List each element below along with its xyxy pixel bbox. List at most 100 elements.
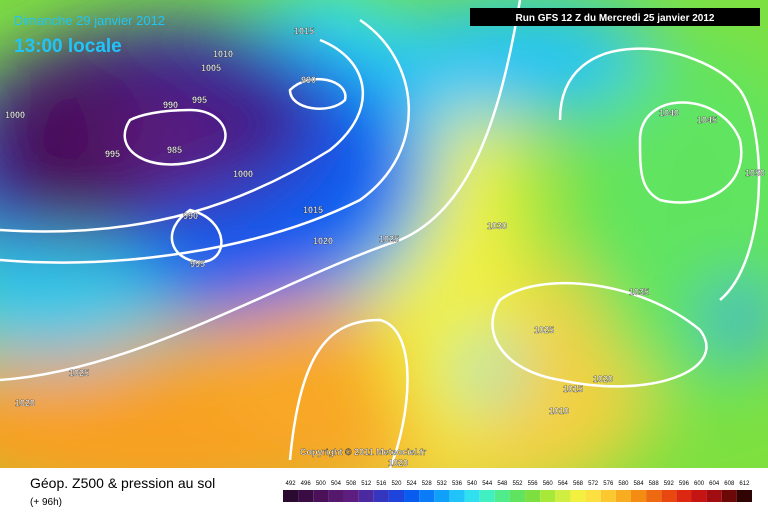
isobar-label: 1045	[697, 115, 717, 125]
scale-swatch	[328, 490, 344, 502]
isobar-label: 1000	[5, 110, 25, 120]
scale-label: 548	[497, 481, 508, 487]
scale-label: 556	[528, 481, 539, 487]
scale-label: 568	[573, 481, 584, 487]
isobar-label: 1025	[534, 325, 554, 335]
scale-swatch	[585, 490, 601, 502]
scale-swatch	[434, 490, 450, 502]
isobar-label: 1025	[379, 234, 399, 244]
scale-swatch	[615, 490, 631, 502]
scale-swatch	[630, 490, 647, 502]
scale-label: 564	[558, 481, 569, 487]
legend-title: Géop. Z500 & pression au sol	[30, 475, 215, 491]
isobar-label: 990	[301, 75, 316, 85]
time-label: 13:00 locale	[14, 36, 122, 57]
scale-label: 580	[618, 481, 629, 487]
isobar-label: 985	[167, 145, 182, 155]
scale-label: 560	[543, 481, 554, 487]
isobar-label: 1020	[15, 398, 35, 408]
isobar-label: 1015	[563, 384, 583, 394]
isobar-label: 1040	[659, 108, 679, 118]
scale-label: 540	[467, 481, 478, 487]
scale-swatch	[343, 490, 359, 502]
scale-swatch	[721, 490, 737, 502]
scale-label: 516	[376, 481, 387, 487]
isobar-label: 1000	[233, 169, 253, 179]
scale-swatch	[373, 490, 389, 502]
scale-label: 608	[724, 481, 735, 487]
scale-swatch	[388, 490, 405, 502]
scale-swatch	[661, 490, 677, 502]
scale-swatch	[736, 490, 752, 502]
isobar-label: 1030	[487, 221, 507, 231]
isobar-label: 995	[190, 259, 205, 269]
isobar-labels: 1010 1005 1015 990 1000 995 990 985 995 …	[5, 26, 765, 468]
scale-label: 552	[512, 481, 523, 487]
copyright: Copyright © 2011 Meteociel.fr	[300, 447, 427, 457]
scale-swatch	[570, 490, 586, 502]
scale-swatch	[646, 490, 662, 502]
scale-label: 544	[482, 481, 493, 487]
scale-label: 592	[664, 481, 675, 487]
scale-label: 504	[331, 481, 342, 487]
isobar-label: 1015	[294, 26, 314, 36]
scale-label: 520	[391, 481, 402, 487]
scale-label: 512	[361, 481, 372, 487]
scale-swatch	[555, 490, 571, 502]
scale-swatch	[419, 490, 435, 502]
scale-swatch	[404, 490, 420, 502]
isobar-label: 1020	[313, 236, 333, 246]
run-box	[470, 8, 760, 26]
scale-swatch	[464, 490, 480, 502]
scale-swatch	[525, 490, 541, 502]
isobar-label: 1025	[69, 368, 89, 378]
isobar-label: 1035	[629, 287, 649, 297]
scale-swatch	[706, 490, 722, 502]
isobar-label: 1020	[593, 374, 613, 384]
scale-label: 604	[709, 481, 720, 487]
isobar-label: 990	[183, 211, 198, 221]
scale-swatch	[283, 490, 299, 502]
scale-label: 528	[422, 481, 433, 487]
scale-swatch	[540, 490, 556, 502]
scale-swatch	[479, 490, 495, 502]
scale-label: 524	[407, 481, 418, 487]
isobar-label: 1005	[201, 63, 221, 73]
scale-label: 536	[452, 481, 463, 487]
scale-label: 588	[649, 481, 660, 487]
isobar-label: 995	[105, 149, 120, 159]
isobar-label: 1010	[549, 406, 569, 416]
scale-swatch	[691, 490, 707, 502]
scale-swatch	[509, 490, 526, 502]
scale-label: 600	[694, 481, 705, 487]
scale-swatch	[494, 490, 510, 502]
scale-swatch	[600, 490, 616, 502]
scale-label: 500	[316, 481, 327, 487]
color-scale: 492 496 500 504 508 512 516 520 524 528 532 536 540 5…	[283, 481, 752, 502]
scale-label: 596	[679, 481, 690, 487]
run-label: Run GFS 12 Z du Mercredi 25 janvier 2012	[516, 13, 715, 24]
legend-lead: (+ 96h)	[30, 497, 62, 508]
scale-label: 492	[286, 481, 297, 487]
scale-label: 496	[301, 481, 312, 487]
scale-label: 584	[634, 481, 645, 487]
isobar-label: 1015	[303, 205, 323, 215]
date-label: Dimanche 29 janvier 2012	[14, 13, 165, 28]
scale-label: 572	[588, 481, 599, 487]
scale-swatch	[676, 490, 692, 502]
scale-label: 576	[603, 481, 614, 487]
scale-swatch	[449, 490, 465, 502]
scale-label: 612	[739, 481, 750, 487]
isobar-label: 1020	[388, 458, 408, 468]
scale-label: 508	[346, 481, 357, 487]
scale-label: 532	[437, 481, 448, 487]
scale-swatch	[298, 490, 314, 502]
isobar-label: 1010	[213, 49, 233, 59]
isobar-label: 990	[163, 100, 178, 110]
scale-swatch	[358, 490, 374, 502]
isobar-lines	[0, 0, 761, 468]
isobar-label: 995	[192, 95, 207, 105]
